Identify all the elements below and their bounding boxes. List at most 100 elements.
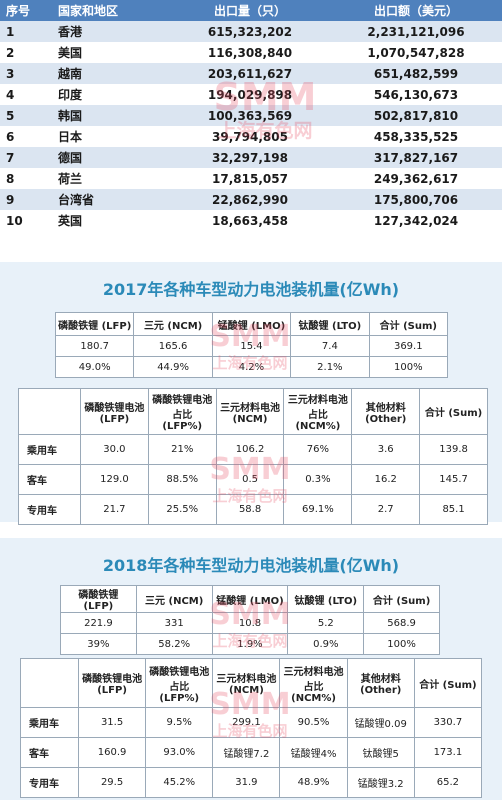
header-line: 磷酸铁锂电池 <box>152 395 213 406</box>
row: 3 越南 203,611,627 651,482,599 <box>0 63 502 84</box>
cell: 221.9 <box>60 612 137 634</box>
header-cell: 出口量（只） <box>170 0 330 21</box>
cell: 乘用车 <box>18 434 81 465</box>
cell: 10.8 <box>211 612 289 634</box>
cell: 英国 <box>58 214 83 228</box>
cell: 175,800,706 <box>330 189 502 210</box>
cell: 45.2% <box>145 767 214 798</box>
header-cell: 国家和地区 <box>52 0 170 21</box>
cell: 44.9% <box>133 356 213 378</box>
cell: 专用车 <box>20 767 79 798</box>
row: 客车 160.9 93.0% 锰酸锂7.2 锰酸锂4% 钛酸锂5 173.1 <box>20 737 483 768</box>
cell: 5 <box>0 105 52 126</box>
row: 10 英国 18,663,458 127,342,024 <box>0 210 502 231</box>
cell: 106.2 <box>215 434 285 465</box>
header-line: 占比 (NCM%) <box>291 681 336 704</box>
cell: 2,231,121,096 <box>330 21 502 42</box>
cell: 16.2 <box>351 464 421 495</box>
row: 9 台湾省 22,862,990 175,800,706 <box>0 189 502 210</box>
cell: 139.8 <box>419 434 488 465</box>
header-line: 占比 (NCM%) <box>295 410 341 432</box>
cell: 1.9% <box>211 633 289 655</box>
header-cell: 合计 (Sum) <box>368 312 449 336</box>
cell: 0.9% <box>287 633 365 655</box>
cell: 德国 <box>52 147 170 168</box>
cell: 4.2% <box>211 356 292 378</box>
cell: 458,335,525 <box>373 129 459 144</box>
header-cell: 出口额（美元） <box>330 0 502 21</box>
cell: 173.1 <box>413 737 483 768</box>
cell: 3 <box>0 63 52 84</box>
cell: 4 <box>6 87 15 102</box>
cell: 100% <box>368 356 449 378</box>
header-cell: 磷酸铁锂电池 占比 (LFP%) <box>147 388 217 435</box>
row: 39% 58.2% 1.9% 0.9% 100% <box>60 633 440 655</box>
cell: 10 <box>6 213 23 228</box>
cell: 88.5% <box>147 464 217 495</box>
cell: 203,611,627 <box>170 63 330 84</box>
cell: 615,323,202 <box>170 21 330 42</box>
cell: 1 <box>0 21 52 42</box>
header-cell: 磷酸铁锂电池 (LFP) <box>80 388 149 435</box>
cell: 160.9 <box>77 737 147 768</box>
cell: 39% <box>60 633 137 655</box>
cell: 22,862,990 <box>170 189 330 210</box>
summary-table: 磷酸铁锂 (LFP) 三元 (NCM) 锰酸锂 (LMO) 钛酸锂 (LTO) 合计 (… <box>60 585 440 655</box>
row: 专用车 21.7 25.5% 58.8 69.1% 2.7 85.1 <box>18 494 488 525</box>
header-line: (NCM) <box>228 685 264 696</box>
cell: 客车 <box>20 737 79 768</box>
header-line: 占比 (LFP%) <box>159 681 200 704</box>
detail-table: 磷酸铁锂电池 (LFP) 磷酸铁锂电池 占比 (LFP%) 三元材料电池 (NCM) 三元材… <box>20 658 483 798</box>
header-cell: 合计 (Sum) <box>413 658 483 708</box>
cell: 锰酸锂4% <box>279 737 348 768</box>
header-cell: 磷酸铁锂 (LFP) <box>60 585 137 613</box>
cell: 专用车 <box>18 494 81 525</box>
cell: 90.5% <box>279 707 348 738</box>
header-cell: 合计 (Sum) <box>419 388 488 435</box>
header-line: 三元材料电池 <box>287 395 348 406</box>
cell: 100,363,569 <box>170 105 330 126</box>
row: 4 印度 194,029,898 546,130,673 <box>0 84 502 105</box>
row: 49.0% 44.9% 4.2% 2.1% 100% <box>54 356 449 378</box>
header-row: 磷酸铁锂 (LFP) 三元 (NCM) 锰酸锂 (LMO) 钛酸锂 (LTO) 合计 (… <box>60 585 440 613</box>
header-cell: 合计 (Sum) <box>363 585 440 613</box>
cell: 129.0 <box>80 464 149 495</box>
cell: 93.0% <box>145 737 214 768</box>
cell: 2 <box>6 45 15 60</box>
header-cell: 其他材料 (Other) <box>351 388 421 435</box>
cell: 502,817,810 <box>330 105 502 126</box>
cell: 18,663,458 <box>212 213 288 228</box>
cell: 180.7 <box>54 335 135 357</box>
row: 8 荷兰 17,815,057 249,362,617 <box>0 168 502 189</box>
cell: 乘用车 <box>20 707 79 738</box>
cell: 58.8 <box>215 494 285 525</box>
section: 2018年各种车型动力电池装机量(亿Wh) 磷酸铁锂 (LFP) 三元 (NCM) 锰… <box>0 538 502 800</box>
header-cell: 三元 (NCM) <box>133 312 213 336</box>
export-table: 序号 国家和地区 出口量（只） 出口额（美元） 1 香港 615,323,202 2,231,… <box>0 0 502 231</box>
cell: 39,794,805 <box>212 129 288 144</box>
header-row: 磷酸铁锂电池 (LFP) 磷酸铁锂电池 占比 (LFP%) 三元材料电池 (NCM) 三元材… <box>20 658 483 708</box>
cell: 546,130,673 <box>373 87 459 102</box>
cell: 299.1 <box>212 707 281 738</box>
cell: 2.7 <box>351 494 421 525</box>
section: 2017年各种车型动力电池装机量(亿Wh) 磷酸铁锂 (LFP) 三元 (NCM) 锰… <box>0 262 502 525</box>
cell: 2.1% <box>290 356 370 378</box>
cell: 5.2 <box>287 612 365 634</box>
cell: 印度 <box>58 88 83 102</box>
cell: 8 <box>6 171 15 186</box>
cell: 49.0% <box>54 356 135 378</box>
header-line: 合计 (Sum) <box>419 679 477 691</box>
cell: 568.9 <box>363 612 440 634</box>
cell: 1,070,547,828 <box>367 45 465 60</box>
corner-cell <box>20 658 79 708</box>
header-line: 三元材料电池 <box>283 666 344 678</box>
row: 6 日本 39,794,805 458,335,525 <box>0 126 502 147</box>
cell: 韩国 <box>52 105 170 126</box>
detail-table: 磷酸铁锂电池 (LFP) 磷酸铁锂电池 占比 (LFP%) 三元材料电池 (NCM) 三元材… <box>18 388 488 525</box>
header-line: (NCM) <box>232 413 268 425</box>
cell: 330.7 <box>413 707 483 738</box>
cell: 85.1 <box>419 494 488 525</box>
cell: 日本 <box>58 130 83 144</box>
header-line: (Other) <box>365 413 407 425</box>
header-row: 磷酸铁锂 (LFP) 三元 (NCM) 锰酸锂 (LMO) 钛酸锂 (LTO) 合计 (… <box>54 312 449 336</box>
